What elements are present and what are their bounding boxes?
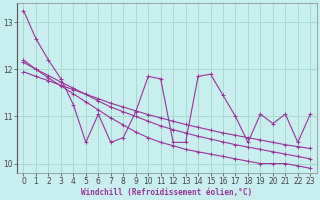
X-axis label: Windchill (Refroidissement éolien,°C): Windchill (Refroidissement éolien,°C) xyxy=(81,188,252,197)
